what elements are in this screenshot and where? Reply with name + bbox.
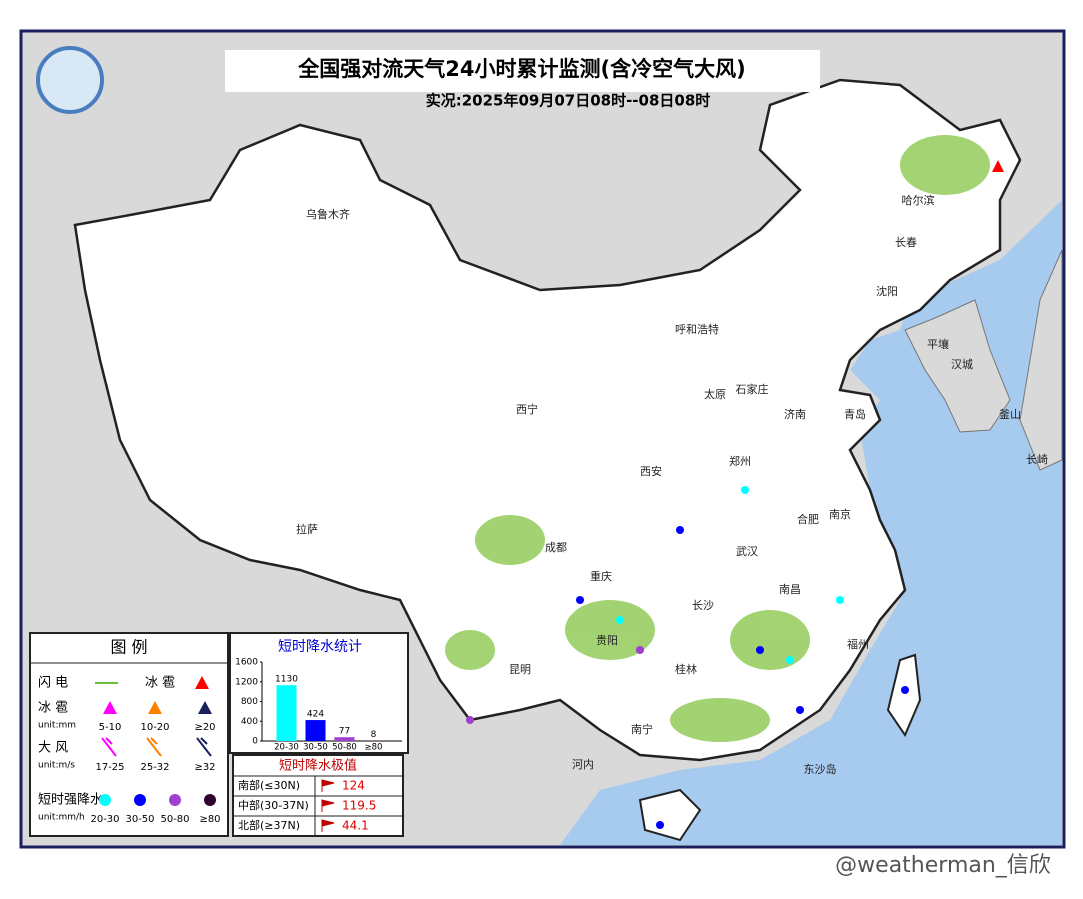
legend-unit: unit:mm (38, 721, 76, 731)
legend-item: 25-32 (140, 762, 169, 773)
legend-item: ≥32 (194, 762, 215, 773)
legend-symbol (134, 794, 146, 806)
city-label: 长崎 (1026, 452, 1048, 466)
city-label: 福州 (847, 637, 869, 651)
city-label: 桂林 (675, 662, 697, 676)
legend-label: 短时强降水 (38, 793, 103, 808)
city-label: 武汉 (736, 545, 758, 558)
city-label: 济南 (784, 407, 806, 421)
extreme-value: 119.5 (342, 799, 376, 813)
city-label: 昆明 (509, 663, 531, 676)
city-label: 汉城 (951, 358, 973, 371)
city-label: 南京 (829, 507, 851, 521)
x-tick-label: 30-50 (303, 743, 328, 753)
legend-unit: unit:mm/h (38, 813, 85, 823)
city-label: 西安 (640, 464, 662, 478)
city-label: 釜山 (999, 407, 1021, 421)
city-label: 乌鲁木齐 (306, 207, 350, 221)
x-tick-label: 50-80 (332, 743, 357, 753)
region: 南部(≤30N) (238, 778, 300, 792)
chart-title: 短时降水统计 (278, 639, 362, 655)
bar (306, 720, 326, 741)
city-label: 长沙 (692, 599, 714, 612)
value-label: 1130 (275, 675, 298, 685)
region: 北部(≥37N) (238, 818, 300, 832)
legend-item: 30-50 (125, 814, 154, 825)
extreme-value: 44.1 (342, 819, 369, 833)
extremes-title: 短时降水极值 (279, 758, 357, 774)
legend-unit: unit:m/s (38, 761, 75, 771)
city-label: 哈尔滨 (902, 193, 935, 207)
legend-label: 大 风 (38, 741, 68, 756)
legend-item: 10-20 (140, 722, 169, 733)
city-label: 石家庄 (736, 382, 769, 396)
city-label: 沈阳 (876, 284, 898, 298)
legend-label: 闪 电 (38, 676, 68, 691)
legend-symbol (169, 794, 181, 806)
city-label: 东沙岛 (804, 762, 837, 776)
value-label: 8 (371, 730, 377, 740)
bar (277, 685, 297, 741)
legend-item: 50-80 (160, 814, 189, 825)
city-label: 青岛 (844, 407, 866, 421)
logo (38, 48, 102, 112)
legend-title: 图 例 (110, 638, 147, 657)
city-label: 呼和浩特 (675, 322, 719, 336)
legend-label: 冰 雹 (145, 676, 175, 691)
extreme-value: 124 (342, 779, 365, 793)
subtitle: 实况:2025年09月07日08时--08日08时 (426, 92, 711, 110)
value-label: 424 (307, 710, 324, 720)
legend-item: 17-25 (95, 762, 124, 773)
y-tick-label: 1200 (235, 677, 258, 687)
legend-item: ≥20 (194, 722, 215, 733)
title: 全国强对流天气24小时累计监测(含冷空气大风) (297, 57, 745, 81)
y-tick-label: 800 (241, 697, 258, 707)
city-label: 郑州 (729, 454, 751, 468)
city-label: 长春 (895, 236, 917, 249)
city-label: 南宁 (631, 722, 653, 736)
value-label: 77 (339, 727, 350, 737)
y-tick-label: 1600 (235, 658, 258, 668)
city-label: 成都 (545, 541, 567, 554)
city-label: 贵阳 (596, 634, 618, 647)
x-tick-label: 20-30 (274, 743, 299, 753)
legend-symbol (204, 794, 216, 806)
city-label: 南昌 (779, 583, 801, 596)
city-label: 重庆 (590, 569, 612, 583)
city-label: 合肥 (797, 512, 819, 526)
bar (335, 737, 355, 741)
city-label: 西宁 (516, 402, 538, 416)
city-label: 太原 (704, 388, 726, 401)
region: 中部(30-37N) (238, 798, 309, 812)
city-label: 拉萨 (296, 522, 318, 536)
legend-item: 5-10 (99, 722, 122, 733)
city-label: 河内 (572, 757, 594, 771)
legend-item: 20-30 (90, 814, 119, 825)
city-label: 平壤 (927, 337, 949, 351)
y-tick-label: 0 (252, 737, 258, 747)
x-tick-label: ≥80 (365, 743, 383, 753)
legend-label: 冰 雹 (38, 701, 68, 716)
legend-item: ≥80 (199, 814, 220, 825)
y-tick-label: 400 (241, 717, 258, 727)
watermark: @weatherman_信欣 (835, 853, 1051, 878)
legend-symbol (99, 794, 111, 806)
